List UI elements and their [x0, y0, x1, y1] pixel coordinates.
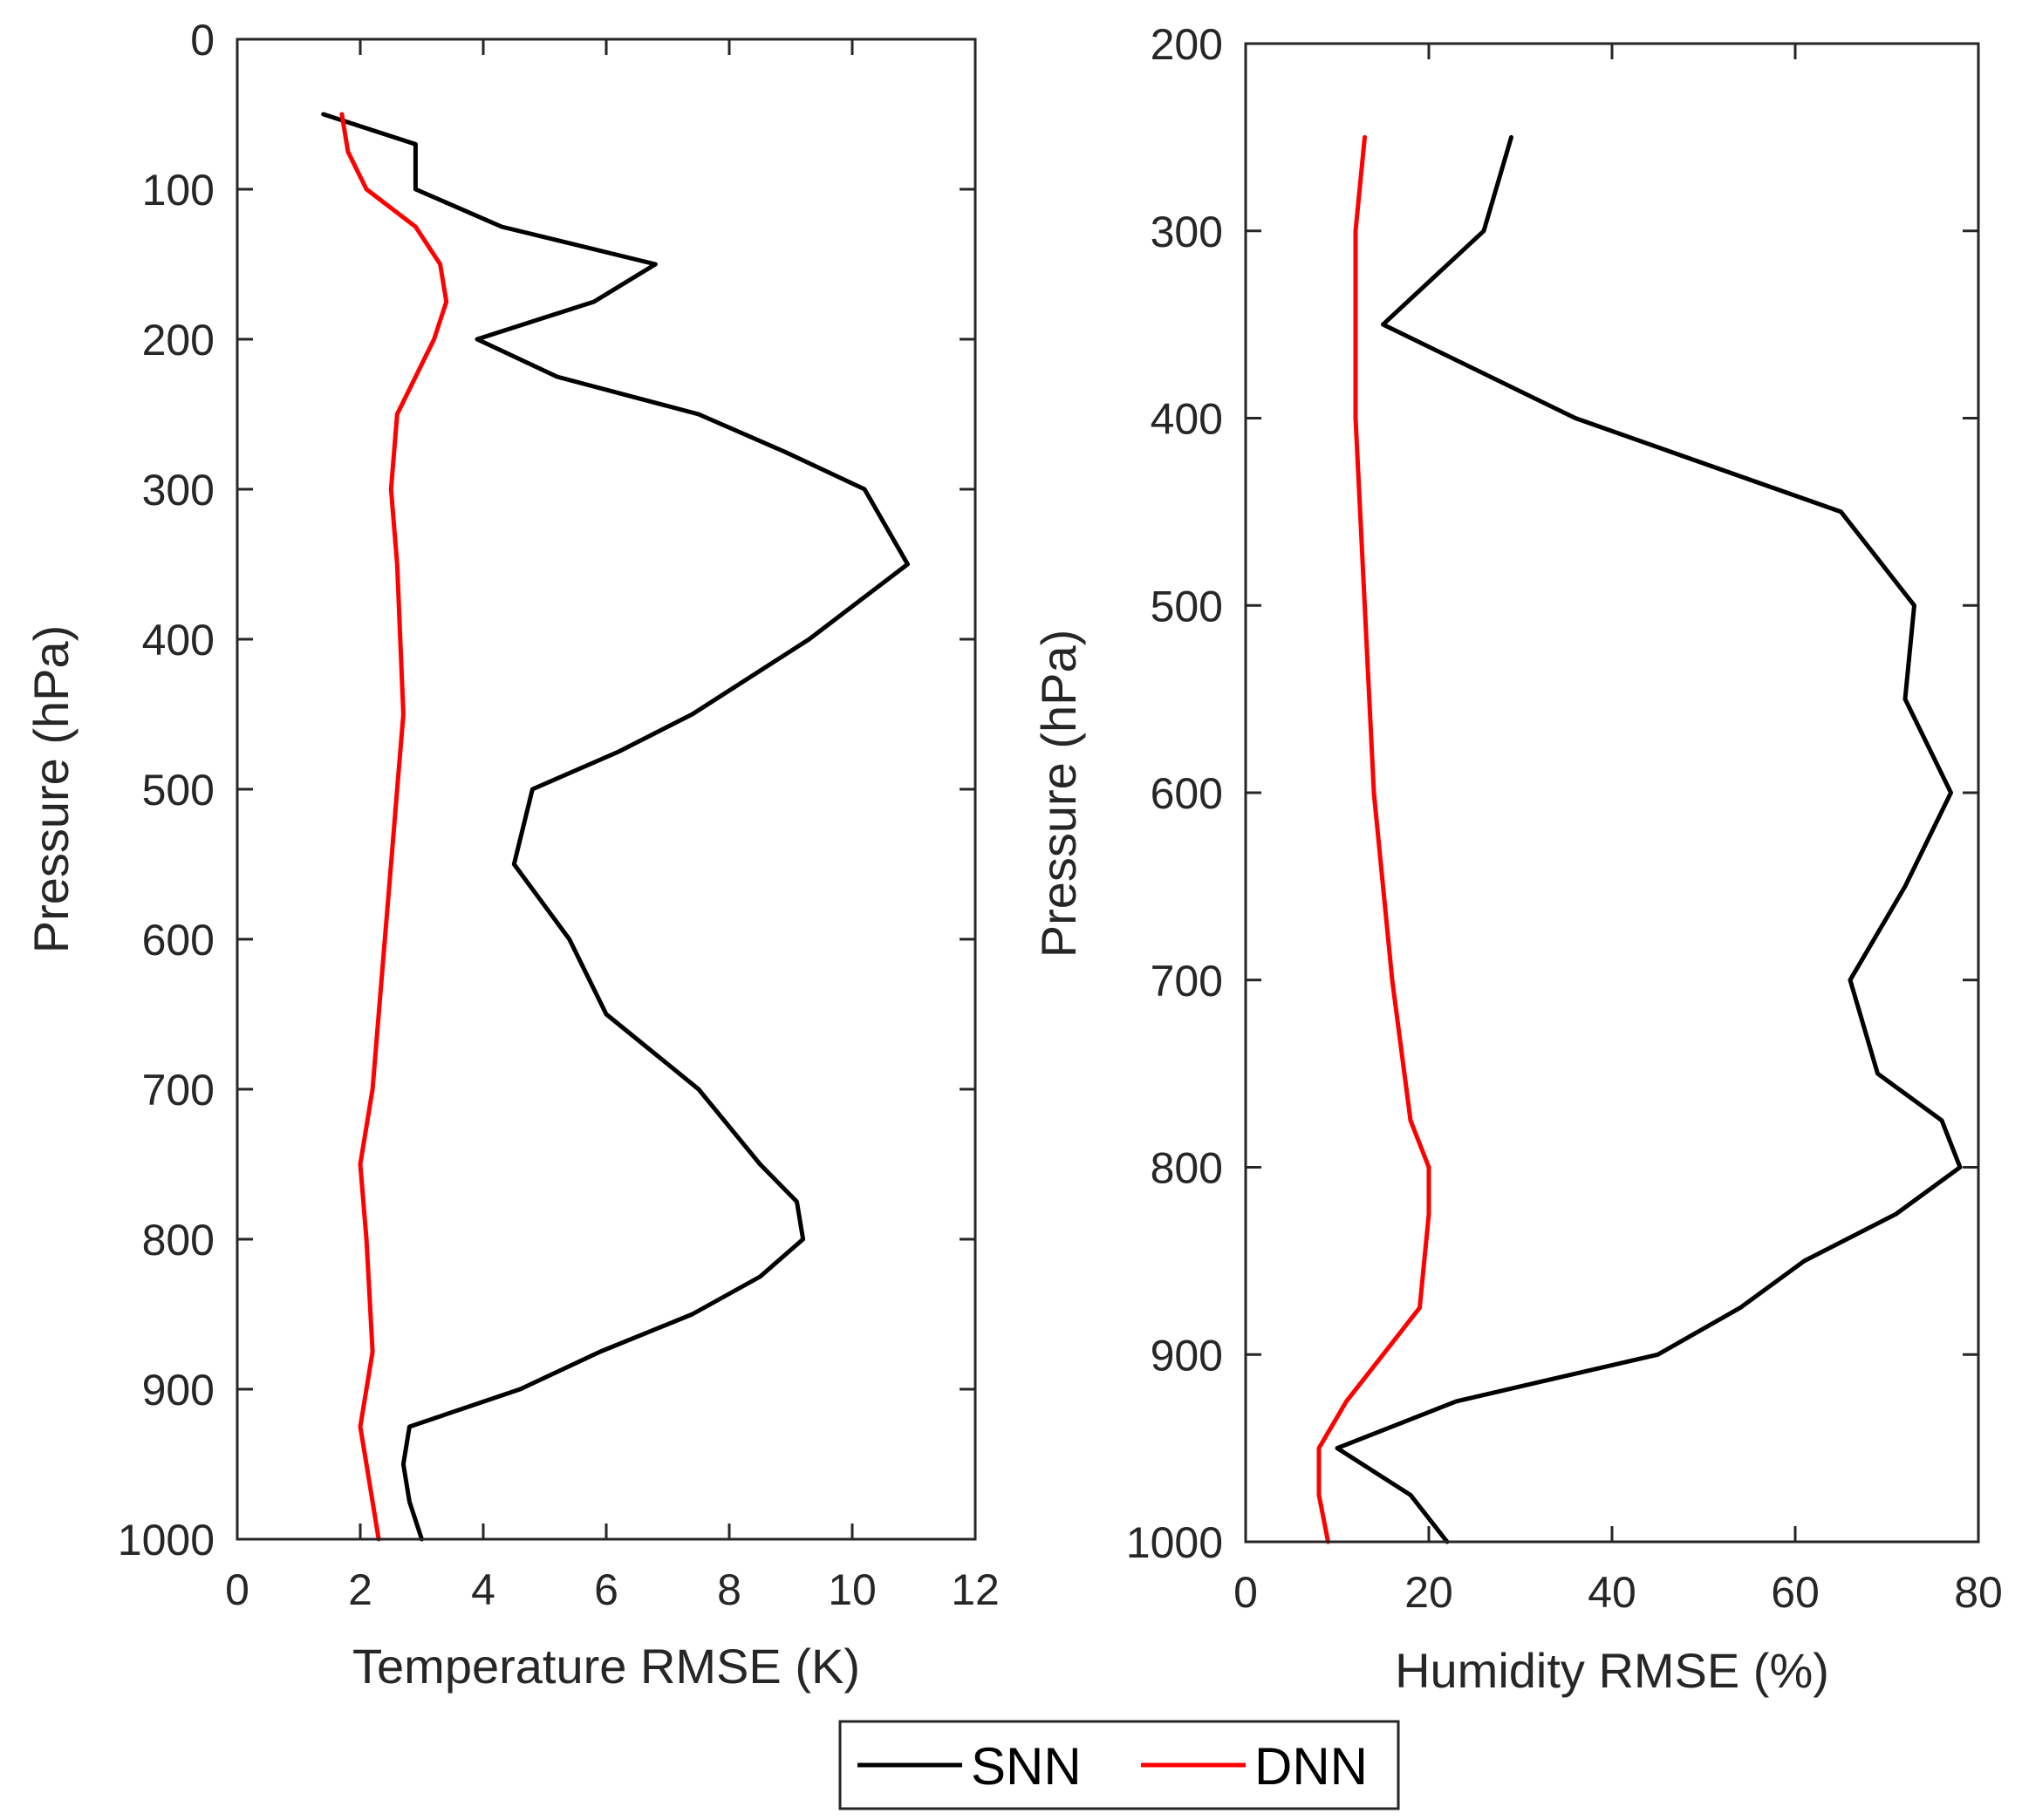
temp-xtick-label: 4 — [471, 1565, 495, 1614]
legend: SNN DNN — [838, 1720, 1400, 1810]
humidity-x-axis-title: Humidity RMSE (%) — [1395, 1643, 1829, 1698]
temperature-chart-series — [321, 112, 910, 1542]
humid-series-snn-line — [1335, 134, 1963, 1544]
temp-ytick-label: 600 — [142, 916, 215, 965]
temp-ytick-label: 300 — [142, 466, 215, 515]
humidity-y-axis-title: Pressure (hPa) — [1031, 630, 1086, 958]
temperature-x-axis-title: Temperature RMSE (K) — [352, 1639, 860, 1694]
temp-ytick-label: 100 — [142, 166, 215, 215]
temp-ytick-label: 500 — [142, 766, 215, 815]
temp-xtick-label: 8 — [717, 1565, 741, 1614]
temperature-axes-box — [236, 37, 977, 1541]
humid-ytick-label: 200 — [1151, 20, 1223, 69]
legend-label-snn: SNN — [971, 1737, 1082, 1796]
temp-ytick-label: 800 — [142, 1216, 215, 1264]
temp-series-dnn-line — [339, 112, 449, 1542]
humid-ytick-label: 500 — [1151, 582, 1223, 631]
humid-xtick-label: 40 — [1588, 1568, 1636, 1617]
temp-xtick-label: 2 — [348, 1565, 372, 1614]
humid-ytick-label: 900 — [1151, 1331, 1223, 1380]
temp-ytick-label: 1000 — [118, 1516, 215, 1564]
temp-xtick-label: 10 — [828, 1565, 877, 1614]
humid-xtick-label: 20 — [1404, 1568, 1453, 1617]
humid-ytick-label: 600 — [1151, 769, 1223, 818]
temperature-chart-tick-labels: 0 2 4 6 8 10 12 0 100 200 300 400 500 600 700 800 900 100… — [118, 16, 1000, 1614]
legend-label-dnn: DNN — [1254, 1737, 1368, 1796]
humid-series-dnn-line — [1316, 134, 1431, 1544]
humid-ytick-label: 400 — [1151, 395, 1223, 444]
temp-xtick-label: 6 — [594, 1565, 618, 1614]
humid-xtick-label: 80 — [1954, 1568, 2003, 1617]
humidity-chart: 0 20 40 60 80 200 300 400 500 600 700 800 900 1000 Hu… — [1031, 20, 2003, 1698]
temp-ytick-label: 700 — [142, 1066, 215, 1114]
humidity-axes-box — [1244, 42, 1980, 1544]
temp-series-snn-line — [321, 112, 910, 1542]
humid-ytick-label: 800 — [1151, 1144, 1223, 1193]
humid-xtick-label: 60 — [1771, 1568, 1820, 1617]
humid-ytick-label: 700 — [1151, 957, 1223, 1005]
humid-ytick-label: 1000 — [1126, 1518, 1223, 1567]
temperature-chart: 0 2 4 6 8 10 12 0 100 200 300 400 500 600 700 800 900 100… — [24, 16, 1000, 1694]
temp-ytick-label: 0 — [190, 16, 215, 65]
humid-ytick-label: 300 — [1151, 208, 1223, 256]
humidity-chart-series — [1316, 134, 1963, 1544]
humidity-chart-tick-labels: 0 20 40 60 80 200 300 400 500 600 700 800 900 1000 — [1126, 20, 2003, 1617]
temp-ytick-label: 900 — [142, 1366, 215, 1414]
humid-xtick-label: 0 — [1233, 1568, 1258, 1617]
temp-xtick-label: 0 — [225, 1565, 249, 1614]
temp-xtick-label: 12 — [951, 1565, 1000, 1614]
temp-ytick-label: 400 — [142, 616, 215, 665]
temp-ytick-label: 200 — [142, 316, 215, 365]
temperature-y-axis-title: Pressure (hPa) — [24, 625, 79, 954]
